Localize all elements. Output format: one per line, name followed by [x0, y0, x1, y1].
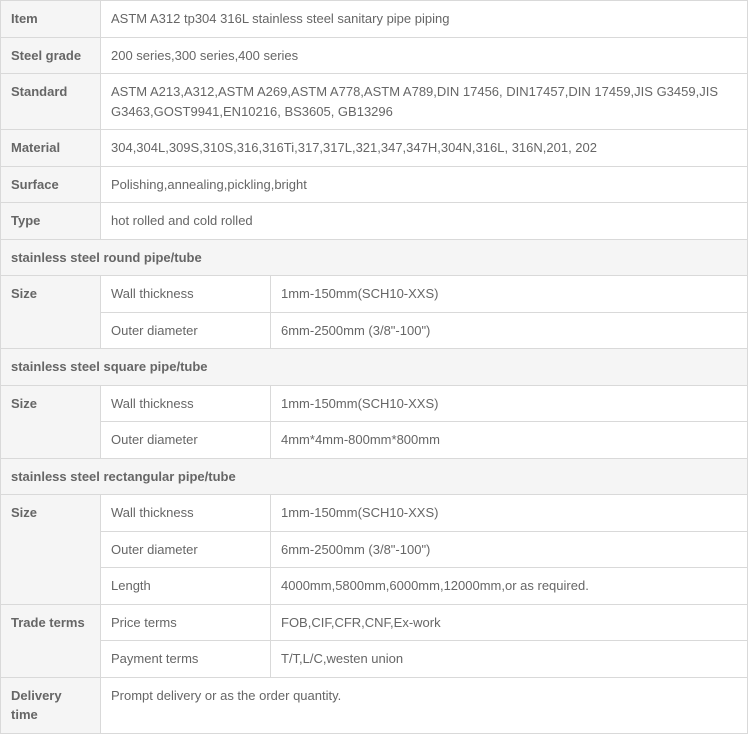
steel-grade-label: Steel grade	[1, 37, 101, 74]
item-label: Item	[1, 1, 101, 38]
table-row: Outer diameter 6mm-2500mm (3/8"-100")	[1, 531, 748, 568]
table-row: Type hot rolled and cold rolled	[1, 203, 748, 240]
material-label: Material	[1, 130, 101, 167]
section-header-round: stainless steel round pipe/tube	[1, 239, 748, 276]
delivery-value: Prompt delivery or as the order quantity…	[101, 677, 748, 733]
size-label-round: Size	[1, 276, 101, 349]
standard-value: ASTM A213,A312,ASTM A269,ASTM A778,ASTM …	[101, 74, 748, 130]
table-row: Item ASTM A312 tp304 316L stainless stee…	[1, 1, 748, 38]
round-pipe-header: stainless steel round pipe/tube	[1, 239, 748, 276]
outer-diameter-label: Outer diameter	[101, 422, 271, 459]
table-row: Outer diameter 4mm*4mm-800mm*800mm	[1, 422, 748, 459]
wall-thickness-label: Wall thickness	[101, 495, 271, 532]
price-terms-label: Price terms	[101, 604, 271, 641]
standard-label: Standard	[1, 74, 101, 130]
item-value: ASTM A312 tp304 316L stainless steel san…	[101, 1, 748, 38]
length-label: Length	[101, 568, 271, 605]
table-row: Steel grade 200 series,300 series,400 se…	[1, 37, 748, 74]
round-outer-value: 6mm-2500mm (3/8"-100")	[271, 312, 748, 349]
material-value: 304,304L,309S,310S,316,316Ti,317,317L,32…	[101, 130, 748, 167]
table-row: Material 304,304L,309S,310S,316,316Ti,31…	[1, 130, 748, 167]
rect-wall-value: 1mm-150mm(SCH10-XXS)	[271, 495, 748, 532]
table-row: Surface Polishing,annealing,pickling,bri…	[1, 166, 748, 203]
delivery-label: Delivery time	[1, 677, 101, 733]
rect-pipe-header: stainless steel rectangular pipe/tube	[1, 458, 748, 495]
wall-thickness-label: Wall thickness	[101, 276, 271, 313]
trade-terms-label: Trade terms	[1, 604, 101, 677]
type-label: Type	[1, 203, 101, 240]
table-row: Size Wall thickness 1mm-150mm(SCH10-XXS)	[1, 495, 748, 532]
size-label-square: Size	[1, 385, 101, 458]
size-label-rect: Size	[1, 495, 101, 605]
outer-diameter-label: Outer diameter	[101, 312, 271, 349]
surface-label: Surface	[1, 166, 101, 203]
rect-length-value: 4000mm,5800mm,6000mm,12000mm,or as requi…	[271, 568, 748, 605]
table-row: Delivery time Prompt delivery or as the …	[1, 677, 748, 733]
table-row: Standard ASTM A213,A312,ASTM A269,ASTM A…	[1, 74, 748, 130]
table-row: Size Wall thickness 1mm-150mm(SCH10-XXS)	[1, 276, 748, 313]
surface-value: Polishing,annealing,pickling,bright	[101, 166, 748, 203]
payment-terms-label: Payment terms	[101, 641, 271, 678]
square-wall-value: 1mm-150mm(SCH10-XXS)	[271, 385, 748, 422]
rect-outer-value: 6mm-2500mm (3/8"-100")	[271, 531, 748, 568]
section-header-rect: stainless steel rectangular pipe/tube	[1, 458, 748, 495]
table-row: Payment terms T/T,L/C,westen union	[1, 641, 748, 678]
type-value: hot rolled and cold rolled	[101, 203, 748, 240]
section-header-square: stainless steel square pipe/tube	[1, 349, 748, 386]
round-wall-value: 1mm-150mm(SCH10-XXS)	[271, 276, 748, 313]
wall-thickness-label: Wall thickness	[101, 385, 271, 422]
square-pipe-header: stainless steel square pipe/tube	[1, 349, 748, 386]
steel-grade-value: 200 series,300 series,400 series	[101, 37, 748, 74]
specification-table: Item ASTM A312 tp304 316L stainless stee…	[0, 0, 748, 734]
table-row: Length 4000mm,5800mm,6000mm,12000mm,or a…	[1, 568, 748, 605]
square-outer-value: 4mm*4mm-800mm*800mm	[271, 422, 748, 459]
table-row: Outer diameter 6mm-2500mm (3/8"-100")	[1, 312, 748, 349]
table-row: Size Wall thickness 1mm-150mm(SCH10-XXS)	[1, 385, 748, 422]
table-row: Trade terms Price terms FOB,CIF,CFR,CNF,…	[1, 604, 748, 641]
outer-diameter-label: Outer diameter	[101, 531, 271, 568]
payment-terms-value: T/T,L/C,westen union	[271, 641, 748, 678]
price-terms-value: FOB,CIF,CFR,CNF,Ex-work	[271, 604, 748, 641]
